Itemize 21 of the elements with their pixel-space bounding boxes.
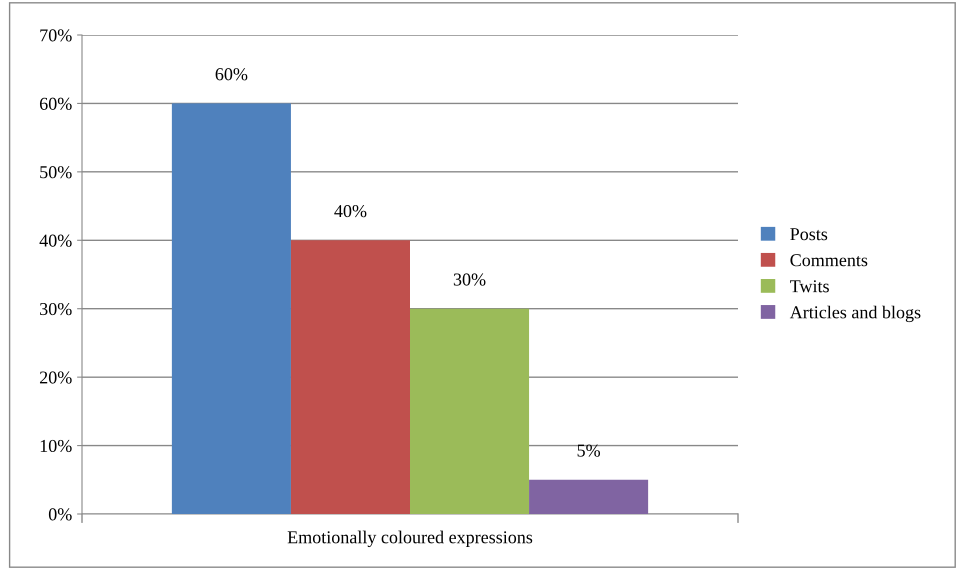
y-tick-label: 0% bbox=[48, 508, 72, 520]
legend-label: Articles and blogs bbox=[790, 306, 920, 322]
y-tick-label: 30% bbox=[40, 302, 72, 316]
y-tick-label: 20% bbox=[40, 371, 72, 384]
bar bbox=[172, 103, 291, 514]
y-tick-label: 10% bbox=[40, 440, 72, 452]
y-tick-label: 50% bbox=[40, 166, 72, 178]
data-label: 40% bbox=[334, 204, 366, 218]
legend-label: Twits bbox=[790, 280, 829, 292]
bar bbox=[410, 308, 530, 514]
x-tick-label: Emotionally coloured expressions bbox=[288, 530, 532, 548]
legend-label: Comments bbox=[790, 254, 868, 266]
data-label: 5% bbox=[578, 444, 600, 457]
y-tick-label: 40% bbox=[40, 234, 72, 247]
data-label: 60% bbox=[216, 68, 248, 80]
y-tick-label: 70% bbox=[40, 29, 72, 42]
data-label: 30% bbox=[454, 273, 486, 286]
bar bbox=[529, 480, 648, 514]
bar bbox=[290, 240, 410, 514]
legend-label: Posts bbox=[790, 228, 828, 240]
y-tick-label: 60% bbox=[40, 98, 72, 110]
